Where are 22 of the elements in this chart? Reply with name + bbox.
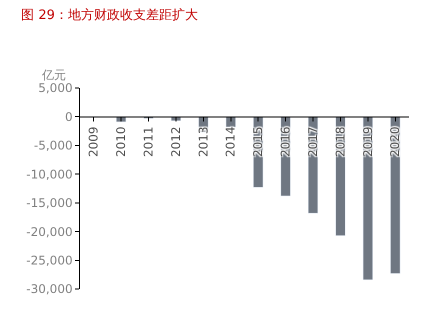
x-tick-label: 2015	[251, 126, 266, 158]
x-tick-label: 2020	[388, 126, 402, 158]
y-axis-title: 亿元	[41, 68, 66, 82]
x-tick-label: 2017	[306, 126, 320, 158]
chart-title: 图 29：地方财政收支差距扩大	[21, 7, 198, 24]
x-tick-label: 2009	[86, 126, 101, 158]
x-tick-label: 2011	[141, 126, 156, 158]
y-tick-label: -5,000	[34, 138, 73, 153]
x-tick-label: 2010	[114, 126, 128, 158]
y-tick-label: -20,000	[26, 224, 73, 239]
x-tick-label: 2018	[333, 126, 348, 158]
x-tick-label: 2014	[224, 126, 238, 158]
x-tick-label: 2013	[196, 126, 210, 158]
y-tick-label: -15,000	[26, 196, 73, 210]
y-tick-label: 5,000	[38, 81, 73, 96]
x-tick-label: 2016	[278, 126, 293, 158]
y-tick-label: 0	[64, 110, 73, 124]
y-tick-label: -10,000	[26, 167, 73, 182]
y-tick-label: -25,000	[26, 253, 73, 268]
x-tick-label: 2019	[360, 126, 375, 158]
y-tick-label: -30,000	[26, 282, 73, 296]
x-tick-label: 2012	[168, 126, 183, 158]
